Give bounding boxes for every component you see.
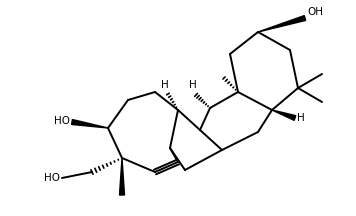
Polygon shape bbox=[120, 158, 125, 195]
Text: OH: OH bbox=[307, 7, 323, 17]
Polygon shape bbox=[72, 119, 108, 128]
Text: HO: HO bbox=[54, 116, 70, 126]
Text: H: H bbox=[189, 80, 197, 90]
Text: H: H bbox=[297, 113, 305, 123]
Polygon shape bbox=[258, 16, 306, 32]
Polygon shape bbox=[272, 110, 296, 120]
Text: HO: HO bbox=[44, 173, 60, 183]
Text: H: H bbox=[161, 80, 169, 90]
